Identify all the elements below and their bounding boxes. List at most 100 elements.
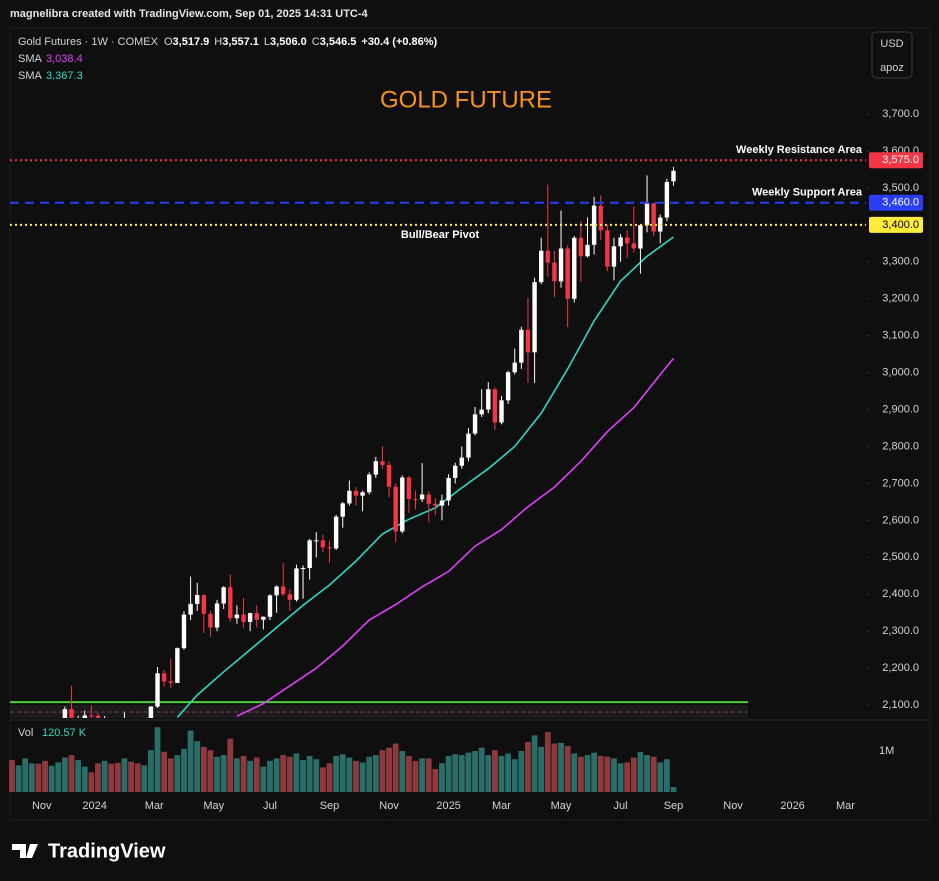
level-label: Weekly Support Area <box>752 187 863 199</box>
volume-bar <box>439 763 445 792</box>
ohlc-value: 3,557.1 <box>222 36 259 48</box>
volume-bar <box>280 755 287 792</box>
volume-bar <box>293 753 300 792</box>
candle-body <box>373 461 379 475</box>
candle-body <box>254 613 259 620</box>
volume-bar <box>405 755 412 792</box>
volume-bar <box>174 755 181 792</box>
level-tag <box>869 152 923 169</box>
volume-bar <box>558 742 564 792</box>
volume-bar <box>220 755 227 792</box>
candle-body <box>82 715 87 718</box>
volume-bar <box>571 753 578 792</box>
volume-bar <box>359 762 366 792</box>
candle-body <box>406 477 412 499</box>
candle-body <box>545 250 551 263</box>
sma-line <box>236 357 675 717</box>
volume-bar <box>597 755 604 792</box>
volume-bar <box>28 763 35 792</box>
volume-bar <box>233 758 240 792</box>
volume-bar <box>134 763 141 792</box>
y-tick-label: 3,300.0 <box>882 256 919 268</box>
candle-body <box>572 237 577 299</box>
volume-bar <box>491 750 498 792</box>
candle-body <box>439 500 445 506</box>
volume-bar <box>200 746 207 792</box>
ohlc-key: H <box>214 36 222 48</box>
candle-body <box>69 709 74 718</box>
candle-body <box>466 433 471 458</box>
scale-box[interactable] <box>871 31 913 79</box>
volume-bar <box>663 759 670 792</box>
y-tick-label: 2,100.0 <box>882 699 919 711</box>
candle-body <box>538 250 544 283</box>
volume-bar <box>154 727 161 792</box>
volume-bar <box>505 753 512 792</box>
y-tick-label: 3,100.0 <box>882 330 919 342</box>
volume-bar <box>333 755 340 792</box>
ohlc-value: 3,546.5 <box>320 36 357 48</box>
legend-name: SMA <box>18 53 43 65</box>
x-tick-label: 2024 <box>82 800 106 812</box>
candle-body <box>274 586 279 596</box>
volume-bar <box>630 757 637 792</box>
candle-body <box>459 457 465 466</box>
volume-bar <box>346 757 353 792</box>
candle-body <box>241 614 246 622</box>
volume-bar <box>108 763 115 792</box>
volume-bar <box>531 735 538 792</box>
volume-bar <box>353 760 359 792</box>
candle-body <box>188 603 193 615</box>
y-tick-label: 2,300.0 <box>882 625 919 637</box>
volume-bar <box>48 765 55 792</box>
volume-bar <box>465 752 472 792</box>
candle-body <box>340 503 345 517</box>
x-tick-label: Mar <box>492 800 511 812</box>
main-pane <box>10 166 748 718</box>
level-label: Bull/Bear Pivot <box>401 229 480 241</box>
volume-bar <box>55 762 62 792</box>
candle-body <box>181 614 187 649</box>
volume-bar <box>458 755 465 792</box>
candle-body <box>565 248 570 299</box>
candle-body <box>624 237 630 244</box>
volume-bar <box>452 754 459 792</box>
x-tick-label: Mar <box>145 800 164 812</box>
volume-bar <box>207 750 214 792</box>
y-tick-label: 3,000.0 <box>882 367 919 379</box>
volume-bar <box>386 747 392 792</box>
candle-body <box>367 474 372 493</box>
currency: USD <box>880 38 903 50</box>
volume-bar <box>511 759 518 792</box>
sma-line <box>176 236 674 718</box>
x-tick-label: 2026 <box>780 800 804 812</box>
volume-bar <box>260 766 267 792</box>
volume-bar <box>372 755 379 792</box>
volume-bar <box>399 750 406 792</box>
candle-body <box>320 540 326 548</box>
candle-body <box>201 594 207 614</box>
candle-body <box>89 715 94 717</box>
volume-tick-label: 1M <box>879 745 894 757</box>
volume-name: Vol <box>18 727 33 739</box>
volume-bar <box>148 750 154 792</box>
candle-body <box>360 492 365 496</box>
volume-bar <box>485 755 492 792</box>
change: +30.4 (+0.86%) <box>361 36 437 48</box>
volume-value: 120.57 K <box>42 727 87 739</box>
candle-body <box>247 613 253 622</box>
candle-body <box>300 568 306 570</box>
y-tick-label: 2,900.0 <box>882 403 919 415</box>
volume-bar <box>128 761 134 792</box>
candle-body <box>664 182 670 218</box>
volume-bar <box>644 755 650 792</box>
ohlc-value: 3,506.0 <box>270 36 307 48</box>
volume-bar <box>240 755 247 792</box>
volume-bar <box>577 756 584 792</box>
volume-bar <box>611 758 617 792</box>
candle-body <box>281 586 286 595</box>
candle-body <box>294 568 299 600</box>
candle-body <box>419 494 425 500</box>
candle-body <box>413 498 418 500</box>
level-tag <box>869 194 923 211</box>
